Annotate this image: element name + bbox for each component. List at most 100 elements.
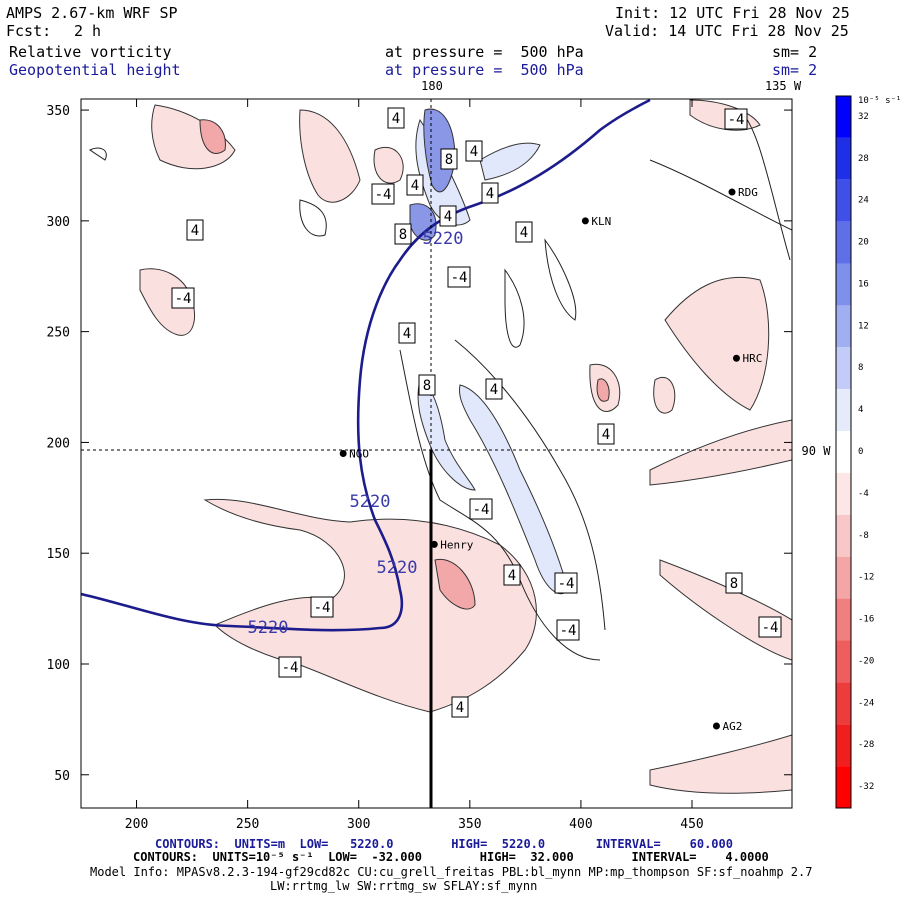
vorticity-label-box bbox=[758, 616, 782, 638]
colorbar-label: 24 bbox=[858, 196, 869, 206]
colorbar-swatch bbox=[836, 305, 851, 348]
colorbar-swatch bbox=[836, 682, 851, 725]
height-label: 5220 bbox=[377, 558, 418, 578]
vorticity-label-box bbox=[387, 107, 405, 129]
station-label: Henry bbox=[440, 538, 473, 551]
colorbar-label: 28 bbox=[858, 154, 869, 164]
colorbar-swatch bbox=[836, 556, 851, 599]
colorbar-label: 12 bbox=[858, 321, 869, 331]
station-label: RDG bbox=[738, 186, 758, 199]
vorticity-label-box bbox=[451, 696, 469, 718]
colorbar-swatch bbox=[836, 221, 851, 264]
model-title: AMPS 2.67-km WRF SP bbox=[6, 4, 178, 22]
colorbar-swatch bbox=[836, 766, 851, 808]
colorbar-label: 32 bbox=[858, 112, 869, 122]
vorticity-label-box bbox=[725, 572, 743, 594]
model-info-line2: LW:rrtmg_lw SW:rrtmg_sw SFLAY:sf_mynn bbox=[270, 879, 538, 893]
vorticity-label-text: -4 bbox=[175, 291, 192, 307]
colorbar-swatch bbox=[836, 514, 851, 557]
vorticity-label: -4 bbox=[278, 656, 302, 678]
valid-time: Valid: 14 UTC Fri 28 Nov 25 bbox=[605, 22, 849, 40]
vorticity-label-box bbox=[371, 183, 395, 205]
colorbar-label: -8 bbox=[858, 531, 869, 541]
vorticity-label-box bbox=[439, 205, 457, 227]
vorticity-label-text: 4 bbox=[191, 223, 199, 239]
vorticity-label-text: -4 bbox=[473, 502, 490, 518]
colorbar-label: 20 bbox=[858, 238, 869, 248]
vorticity-label: 8 bbox=[418, 374, 436, 396]
vorticity-label-text: 8 bbox=[423, 378, 431, 394]
vorticity-label-text: -4 bbox=[558, 576, 575, 592]
colorbar-label: 0 bbox=[858, 447, 863, 457]
vorticity-label-text: -4 bbox=[451, 270, 468, 286]
vorticity-label-box bbox=[556, 619, 580, 641]
height-contour-info: CONTOURS: UNITS=m LOW= 5220.0 HIGH= 5220… bbox=[155, 837, 733, 851]
colorbar-swatch bbox=[836, 640, 851, 683]
vorticity-label-text: -4 bbox=[728, 112, 745, 128]
colorbar: 32 28 24 20 16 12 8 4 0 -4 -8 -12 -16 -20 -24 -28 -32 bbox=[835, 95, 874, 809]
vorticity-label: 4 bbox=[503, 564, 521, 586]
colorbar-label: -16 bbox=[858, 615, 874, 625]
vorticity-label: 4 bbox=[451, 696, 469, 718]
forecast-hour: 2 h bbox=[74, 22, 102, 40]
x-tick-label: 300 bbox=[347, 817, 370, 832]
colorbar-label: -4 bbox=[858, 489, 869, 499]
vorticity-label-box bbox=[597, 423, 615, 445]
station-label: KLN bbox=[591, 215, 611, 228]
vorticity-label-text: 8 bbox=[399, 227, 407, 243]
height-label: 5220 bbox=[248, 618, 289, 638]
vorticity-labels: 4 -4 4 8 4 -4 4 4 8 4 4 -4 -4 4 4 8 4 -4 4 -4 -4 8 -4 -4 -4 4 bbox=[171, 107, 782, 718]
height-labels: 5220 5220 5220 5220 bbox=[248, 229, 464, 638]
vorticity-label: -4 bbox=[758, 616, 782, 638]
colorbar-swatch bbox=[836, 137, 851, 180]
vorticity-label-text: 4 bbox=[403, 326, 411, 342]
vorticity-contour-info: CONTOURS: UNITS=10⁻⁵ s⁻¹ LOW= -32.000 HI… bbox=[133, 850, 769, 864]
y-tick-label: 100 bbox=[47, 658, 70, 673]
colorbar-swatch bbox=[836, 431, 851, 473]
colorbar-label: -28 bbox=[858, 740, 874, 750]
y-tick-label: 50 bbox=[54, 769, 70, 784]
vorticity-label: -4 bbox=[556, 619, 580, 641]
vorticity-label: 4 bbox=[515, 221, 533, 243]
station-marker bbox=[581, 217, 589, 225]
vorticity-label-text: 4 bbox=[490, 382, 498, 398]
colorbar-swatch bbox=[836, 96, 851, 138]
lon-label-90w: 90 W bbox=[802, 444, 832, 458]
vorticity-label: -4 bbox=[447, 266, 471, 288]
vorticity-label-box bbox=[406, 174, 424, 196]
colorbar-label: 8 bbox=[858, 363, 863, 373]
colorbar-label: 16 bbox=[858, 279, 869, 289]
station-label: NGO bbox=[349, 448, 369, 461]
x-tick-label: 200 bbox=[125, 817, 148, 832]
height-contour-5220 bbox=[81, 99, 651, 632]
vorticity-label-text: -4 bbox=[282, 660, 299, 676]
x-tick-label: 250 bbox=[236, 817, 259, 832]
vorticity-label-box bbox=[418, 374, 436, 396]
vorticity-label-box bbox=[469, 498, 493, 520]
vorticity-label: 4 bbox=[465, 140, 483, 162]
vorticity-label: 4 bbox=[481, 182, 499, 204]
vorticity-label: 8 bbox=[394, 223, 412, 245]
field2-smoothing: sm= 2 bbox=[772, 61, 818, 79]
colorbar-label: -20 bbox=[858, 656, 874, 666]
colorbar-label: 4 bbox=[858, 405, 863, 415]
vorticity-label: -4 bbox=[171, 287, 195, 309]
vorticity-label: 4 bbox=[186, 219, 204, 241]
vorticity-label-text: 8 bbox=[730, 576, 738, 592]
vorticity-label-text: 4 bbox=[520, 225, 528, 241]
station-label: AG2 bbox=[722, 720, 742, 733]
init-time: Init: 12 UTC Fri 28 Nov 25 bbox=[615, 4, 850, 22]
vorticity-label-box bbox=[394, 223, 412, 245]
x-tick-label: 450 bbox=[680, 817, 703, 832]
field1-name: Relative vorticity bbox=[9, 43, 172, 61]
vorticity-label: 4 bbox=[439, 205, 457, 227]
y-tick-label: 300 bbox=[47, 215, 70, 230]
vorticity-label-box bbox=[440, 148, 458, 170]
vorticity-label-box bbox=[554, 572, 578, 594]
vorticity-label-box bbox=[485, 378, 503, 400]
vorticity-label: 4 bbox=[485, 378, 503, 400]
station-layer: RDG KLN HRC NGO Henry AG2 bbox=[339, 186, 762, 733]
field2-name: Geopotential height bbox=[9, 61, 181, 79]
vorticity-label-text: 8 bbox=[445, 152, 453, 168]
vorticity-label-text: 4 bbox=[411, 178, 419, 194]
